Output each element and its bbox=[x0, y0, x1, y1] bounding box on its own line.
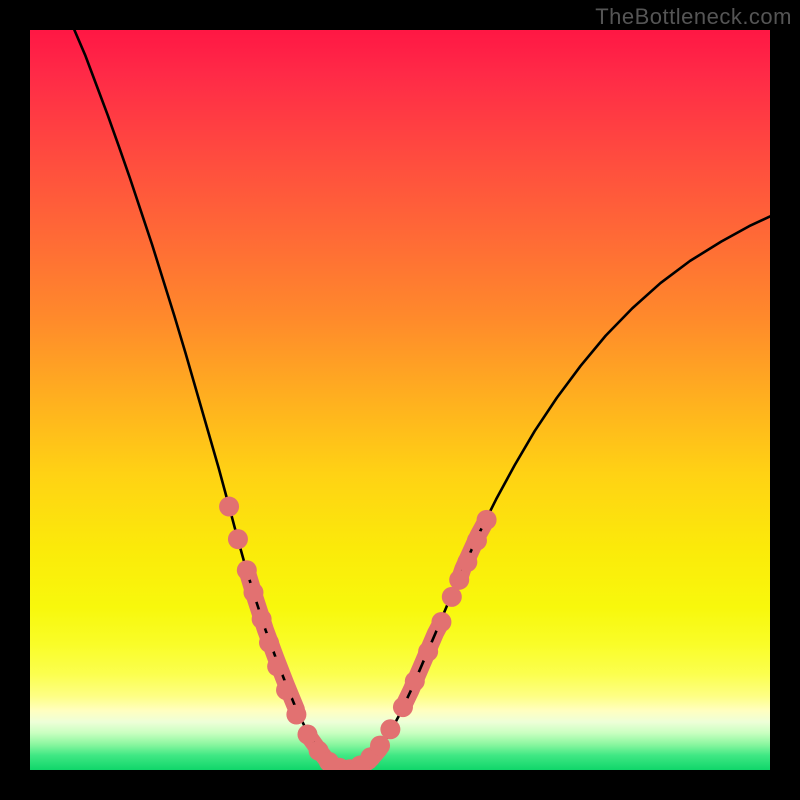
marker-dot bbox=[457, 552, 477, 572]
figure-container: TheBottleneck.com bbox=[0, 0, 800, 800]
watermark-text: TheBottleneck.com bbox=[595, 4, 792, 30]
marker-dot bbox=[243, 582, 263, 602]
plot-area bbox=[30, 30, 770, 770]
marker-dot bbox=[442, 587, 462, 607]
curve-layer bbox=[30, 30, 770, 770]
marker-dot bbox=[219, 497, 239, 517]
marker-dot bbox=[259, 633, 279, 653]
marker-dot bbox=[449, 570, 469, 590]
marker-dot bbox=[228, 529, 248, 549]
marker-dot bbox=[393, 697, 413, 717]
marker-dot bbox=[467, 531, 487, 551]
marker-dot bbox=[418, 642, 438, 662]
marker-dot bbox=[380, 719, 400, 739]
marker-dot bbox=[405, 671, 425, 691]
marker-dot bbox=[267, 656, 287, 676]
marker-dot bbox=[286, 705, 306, 725]
marker-dot bbox=[477, 510, 497, 530]
marker-segments bbox=[247, 520, 487, 770]
marker-dot bbox=[276, 680, 296, 700]
marker-dot bbox=[252, 609, 272, 629]
marker-dot bbox=[237, 560, 257, 580]
marker-dot bbox=[431, 612, 451, 632]
marker-dot bbox=[298, 724, 318, 744]
